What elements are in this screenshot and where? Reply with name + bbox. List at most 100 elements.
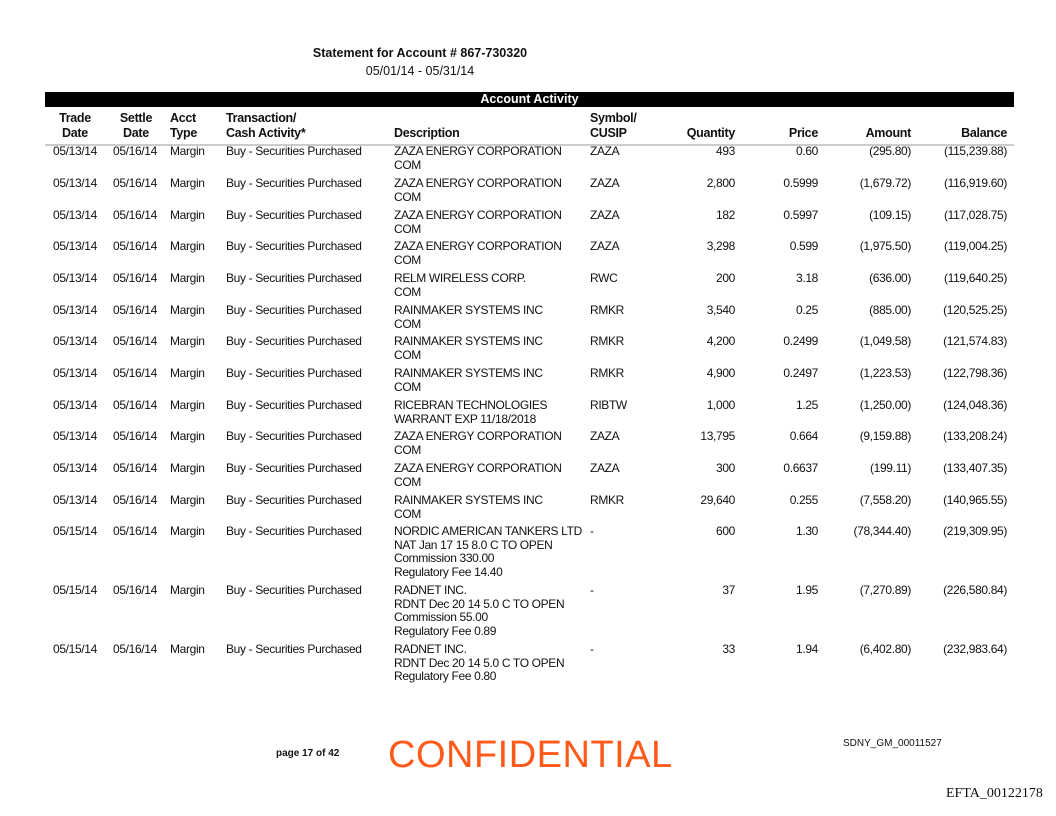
cell-amount: (636.00) (869, 271, 911, 285)
column-header-description: Description (394, 126, 460, 140)
column-header-symbol: CUSIP (590, 126, 627, 140)
cell-desc: COM (394, 252, 421, 267)
cell-symbol: ZAZA (590, 239, 620, 253)
cell-symbol: RMKR (590, 493, 624, 507)
header-divider (45, 144, 1014, 146)
cell-desc: ZAZA ENERGY CORPORATION (394, 176, 562, 190)
cell-settle: 05/16/14 (113, 176, 157, 190)
cell-desc: Commission 55.00 (394, 610, 488, 625)
column-header-acct-type: Acct (170, 111, 196, 125)
cell-price: 0.60 (796, 144, 818, 158)
cell-price: 3.18 (796, 271, 818, 285)
cell-txn: Buy - Securities Purchased (226, 366, 362, 380)
cell-acct: Margin (170, 493, 205, 507)
cell-settle: 05/16/14 (113, 642, 157, 656)
cell-desc: RELM WIRELESS CORP. (394, 271, 526, 285)
cell-symbol: RIBTW (590, 398, 627, 412)
cell-qty: 300 (716, 461, 735, 475)
cell-desc: Commission 330.00 (394, 551, 495, 566)
cell-balance: (219,309.95) (943, 524, 1007, 538)
cell-desc: ZAZA ENERGY CORPORATION (394, 461, 562, 475)
cell-price: 0.2497 (783, 366, 818, 380)
cell-desc: RAINMAKER SYSTEMS INC (394, 334, 543, 348)
cell-settle: 05/16/14 (113, 239, 157, 253)
cell-symbol: ZAZA (590, 208, 620, 222)
cell-acct: Margin (170, 239, 205, 253)
cell-balance: (133,407.35) (943, 461, 1007, 475)
cell-balance: (115,239.88) (944, 144, 1007, 158)
cell-balance: (117,028.75) (944, 208, 1007, 222)
column-header-balance: Balance (961, 126, 1007, 140)
cell-symbol: ZAZA (590, 461, 620, 475)
cell-settle: 05/16/14 (113, 271, 157, 285)
cell-txn: Buy - Securities Purchased (226, 303, 362, 317)
cell-desc: COM (394, 379, 421, 394)
cell-symbol: ZAZA (590, 144, 620, 158)
cell-desc: RAINMAKER SYSTEMS INC (394, 366, 543, 380)
cell-balance: (122,798.36) (943, 366, 1007, 380)
cell-balance: (232,983.64) (943, 642, 1007, 656)
cell-balance: (119,004.25) (944, 239, 1007, 253)
cell-qty: 4,900 (706, 366, 736, 380)
cell-acct: Margin (170, 583, 205, 597)
cell-price: 0.2499 (783, 334, 818, 348)
cell-desc: RADNET INC. (394, 583, 467, 597)
cell-balance: (121,574.83) (943, 334, 1007, 348)
column-header-transaction: Transaction/ (226, 111, 297, 125)
cell-desc: RDNT Dec 20 14 5.0 C TO OPEN (394, 596, 565, 611)
bates-number: SDNY_GM_00011527 (843, 738, 942, 749)
cell-desc: Regulatory Fee 0.89 (394, 623, 497, 638)
cell-amount: (78,344.40) (853, 524, 911, 538)
cell-settle: 05/16/14 (113, 493, 157, 507)
cell-txn: Buy - Securities Purchased (226, 642, 362, 656)
cell-settle: 05/16/14 (113, 366, 157, 380)
cell-settle: 05/16/14 (113, 334, 157, 348)
column-header-symbol: Symbol/ (590, 111, 637, 125)
cell-amount: (1,679.72) (859, 176, 912, 190)
cell-qty: 2,800 (706, 176, 736, 190)
cell-price: 1.95 (796, 583, 818, 597)
cell-price: 0.664 (789, 429, 819, 443)
column-header-acct-type: Type (170, 126, 198, 140)
cell-trade: 05/15/14 (53, 583, 97, 597)
cell-settle: 05/16/14 (113, 461, 157, 475)
cell-acct: Margin (170, 461, 205, 475)
cell-price: 0.6637 (783, 461, 818, 475)
column-header-transaction: Cash Activity* (226, 126, 306, 140)
cell-qty: 493 (716, 144, 735, 158)
cell-symbol: RWC (590, 271, 618, 285)
cell-txn: Buy - Securities Purchased (226, 271, 362, 285)
cell-desc: NORDIC AMERICAN TANKERS LTD (394, 524, 582, 538)
cell-qty: 1,000 (706, 398, 736, 412)
cell-price: 1.25 (796, 398, 818, 412)
cell-desc: ZAZA ENERGY CORPORATION (394, 239, 562, 253)
column-header-price: Price (788, 126, 818, 140)
cell-qty: 200 (716, 271, 735, 285)
statement-title: Statement for Account # 867-730320 (312, 46, 528, 60)
column-header-amount: Amount (865, 126, 912, 140)
cell-desc: RAINMAKER SYSTEMS INC (394, 493, 543, 507)
cell-settle: 05/16/14 (113, 144, 157, 158)
cell-trade: 05/15/14 (53, 524, 97, 538)
cell-acct: Margin (170, 176, 205, 190)
cell-qty: 29,640 (700, 493, 735, 507)
cell-desc: ZAZA ENERGY CORPORATION (394, 144, 562, 158)
cell-desc: ZAZA ENERGY CORPORATION (394, 208, 562, 222)
cell-desc: ZAZA ENERGY CORPORATION (394, 429, 562, 443)
cell-qty: 37 (722, 583, 735, 597)
cell-txn: Buy - Securities Purchased (226, 583, 362, 597)
cell-trade: 05/13/14 (53, 239, 97, 253)
cell-trade: 05/13/14 (53, 176, 97, 190)
cell-desc: Regulatory Fee 14.40 (394, 564, 503, 579)
cell-symbol: - (590, 524, 594, 538)
cell-amount: (7,558.20) (859, 493, 912, 507)
cell-amount: (1,250.00) (859, 398, 912, 412)
column-header-settle-date: Settle (119, 111, 153, 125)
cell-desc: COM (394, 442, 421, 457)
cell-desc: COM (394, 474, 421, 489)
cell-desc: NAT Jan 17 15 8.0 C TO OPEN (394, 537, 553, 552)
cell-trade: 05/13/14 (53, 334, 97, 348)
cell-acct: Margin (170, 334, 205, 348)
column-header-settle-date: Date (123, 126, 149, 140)
cell-settle: 05/16/14 (113, 303, 157, 317)
